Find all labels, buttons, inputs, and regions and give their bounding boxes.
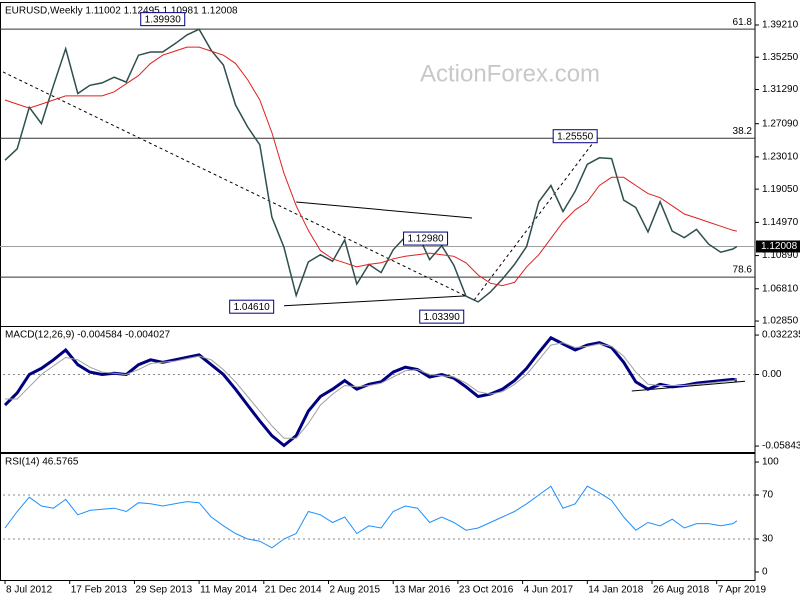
y-tick-label: 1.14970 xyxy=(762,217,799,228)
panel-title: RSI(14) 46.5765 xyxy=(5,457,79,468)
x-tick-label: 2 Aug 2015 xyxy=(330,585,381,596)
y-tick-label: 30 xyxy=(762,534,774,545)
y-tick-label: 1.27090 xyxy=(762,118,799,129)
price-box-label: 1.04610 xyxy=(234,302,271,313)
y-tick-label: 0.032235 xyxy=(762,330,800,341)
x-tick-label: 26 Aug 2018 xyxy=(653,585,710,596)
panel-frame xyxy=(0,326,756,453)
price-box xyxy=(419,309,465,324)
x-tick-label: 21 Dec 2014 xyxy=(265,585,322,596)
price-box-label: 1.03390 xyxy=(424,312,461,323)
y-tick-label: 100 xyxy=(762,457,779,468)
price-box xyxy=(140,12,186,27)
price-box xyxy=(403,231,449,246)
series-line xyxy=(5,342,738,439)
fib-label: 61.8 xyxy=(733,17,753,28)
y-tick-label: 1.39210 xyxy=(762,20,799,31)
x-tick-label: 7 Apr 2019 xyxy=(718,585,767,596)
y-tick-label: 0.00 xyxy=(762,369,782,380)
y-tick-label: 0 xyxy=(762,567,768,578)
price-box-label: 1.12980 xyxy=(407,234,444,245)
y-tick-label: 1.23010 xyxy=(762,152,799,163)
panel-title: MACD(12,26,9) -0.004584 -0.004027 xyxy=(5,330,171,341)
series-line xyxy=(4,28,738,303)
panel-title: EURUSD,Weekly 1.11002 1.12495 1.10981 1.… xyxy=(5,6,238,17)
series-line xyxy=(4,46,737,287)
fib-label: 78.6 xyxy=(733,265,753,276)
x-tick-label: 4 Jun 2017 xyxy=(524,585,574,596)
y-tick-label: -0.058434 xyxy=(762,441,800,452)
price-box-label: 1.25550 xyxy=(557,131,594,142)
x-tick-label: 17 Feb 2013 xyxy=(71,585,128,596)
y-tick-label: 1.02850 xyxy=(762,316,799,327)
x-tick-label: 11 May 2014 xyxy=(200,585,258,596)
price-label: 1.12008 xyxy=(761,241,798,252)
price-box-label: 1.39930 xyxy=(145,14,182,25)
x-tick-label: 13 Mar 2016 xyxy=(394,585,451,596)
y-tick-label: 1.10890 xyxy=(762,250,799,261)
x-tick-label: 23 Oct 2016 xyxy=(459,585,514,596)
y-tick-label: 1.19050 xyxy=(762,184,799,195)
watermark: ActionForex.com xyxy=(420,60,600,87)
price-box xyxy=(552,129,598,144)
y-tick-label: 1.31290 xyxy=(762,84,799,95)
y-tick-label: 70 xyxy=(762,490,774,501)
x-tick-label: 14 Jan 2018 xyxy=(588,585,643,596)
price-box xyxy=(229,299,275,314)
series-line xyxy=(4,485,738,549)
x-tick-label: 8 Jul 2012 xyxy=(6,585,53,596)
trendline xyxy=(296,201,473,219)
price-label-box xyxy=(756,240,800,253)
trendline xyxy=(284,295,467,307)
fib-label: 38.2 xyxy=(733,126,753,137)
panel-frame xyxy=(0,453,756,581)
x-tick-label: 29 Sep 2013 xyxy=(135,585,192,596)
y-tick-label: 1.35250 xyxy=(762,52,799,63)
y-tick-label: 1.06810 xyxy=(762,283,799,294)
series-line xyxy=(3,335,738,448)
trendline xyxy=(473,136,598,301)
